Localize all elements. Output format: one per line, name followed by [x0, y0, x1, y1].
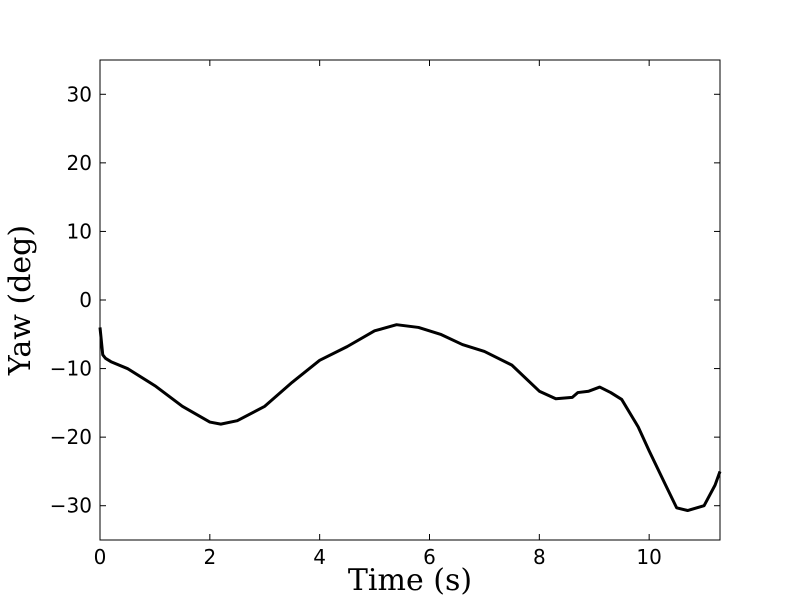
data-line — [98, 323, 722, 513]
y-tick-label: 10 — [67, 219, 92, 243]
x-tick-label: 0 — [94, 545, 107, 569]
y-tick-label: −10 — [50, 357, 92, 381]
y-tick-label: 20 — [67, 151, 92, 175]
y-axis-label: Yaw (deg) — [3, 225, 38, 376]
x-tick-label: 10 — [636, 545, 661, 569]
x-axis-label: Time (s) — [348, 563, 472, 598]
plot-frame — [99, 59, 721, 541]
y-tick-label: −20 — [50, 425, 92, 449]
x-tick-label: 4 — [313, 545, 326, 569]
y-tick-label: 0 — [79, 288, 92, 312]
x-tick-label: 8 — [533, 545, 546, 569]
y-tick-label: 30 — [67, 82, 92, 106]
x-tick-label: 6 — [423, 545, 436, 569]
x-tick-label: 2 — [203, 545, 216, 569]
y-tick-label: −30 — [50, 494, 92, 518]
